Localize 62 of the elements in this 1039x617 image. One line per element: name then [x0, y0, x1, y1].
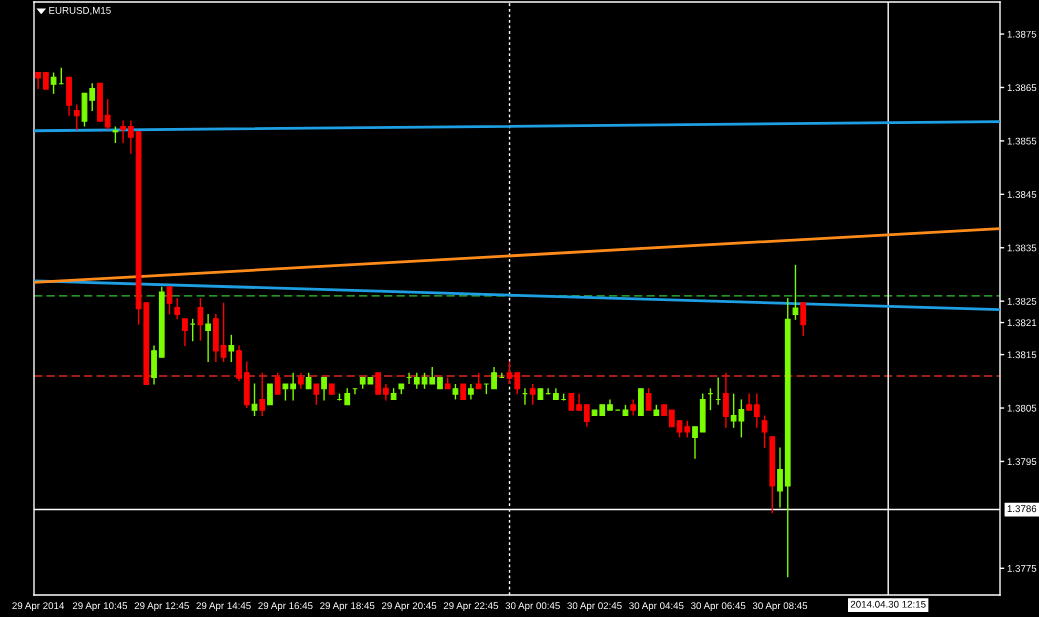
candlestick: [529, 383, 536, 406]
candlestick: [205, 313, 212, 363]
candlestick: [220, 302, 227, 363]
candlestick: [777, 446, 783, 509]
candlestick: [583, 404, 590, 428]
candlestick: [127, 119, 134, 155]
candlestick: [375, 372, 382, 395]
candlestick: [120, 119, 127, 144]
x-tick-label: 29 Apr 18:45: [320, 602, 375, 612]
x-tick-label: 30 Apr 00:45: [505, 602, 560, 612]
x-tick-label: 29 Apr 14:45: [196, 602, 251, 612]
x-tick-label: 30 Apr 08:45: [752, 602, 808, 612]
candlestick: [166, 286, 173, 316]
y-tick-label: 1.3865: [1007, 84, 1037, 92]
y-tick-label: 1.3805: [1007, 404, 1037, 412]
candlestick: [692, 426, 698, 460]
y-tick-label: 1.3835: [1007, 244, 1037, 252]
ref-line-label: 2014.04.30 12:15: [850, 600, 926, 608]
candlestick: [89, 82, 96, 112]
x-tick-label: 30 Apr 04:45: [629, 602, 684, 612]
candlestick: [228, 334, 235, 363]
candlestick: [259, 372, 266, 417]
candlestick: [182, 318, 188, 347]
y-tick-label: 1.3845: [1007, 191, 1037, 198]
candlestick: [723, 372, 729, 429]
y-tick-label: 1.3775: [1007, 565, 1037, 572]
candlestick: [274, 372, 281, 395]
y-tick-label: 1.3795: [1007, 458, 1037, 466]
candlestick: [290, 372, 297, 402]
x-tick-label: 30 Apr 02:45: [567, 602, 622, 612]
x-tick-label: 29 Apr 20:45: [381, 602, 437, 612]
y-tick-label: 1.3875: [1007, 30, 1037, 38]
x-tick-label: 30 Apr 06:45: [690, 602, 746, 612]
candlestick: [50, 71, 57, 95]
candlestick: [73, 103, 80, 131]
candlestick: [321, 376, 327, 402]
x-tick-label: 29 Apr 16:45: [258, 602, 313, 612]
candlestick: [189, 318, 196, 342]
candlestick: [174, 297, 181, 321]
candlestick: [800, 302, 807, 337]
x-tick-label: 29 Apr 10:45: [72, 602, 128, 612]
x-tick-label: 29 Apr 22:45: [443, 602, 499, 612]
candlestick: [197, 297, 204, 342]
candlestick: [645, 387, 652, 411]
chart-title: EURUSD,M15: [49, 7, 111, 16]
candlestick: [792, 264, 799, 321]
y-tick-label: 1.3821: [1007, 319, 1037, 327]
candlestick: [251, 382, 258, 417]
candlestick: [104, 98, 111, 131]
candlestick: [514, 372, 521, 395]
candlestick: [753, 392, 760, 429]
x-tick-label: 29 Apr 2014: [12, 602, 65, 612]
ref-line-label: 1.3786: [1007, 505, 1037, 513]
x-tick-label: 29 Apr 12:45: [134, 602, 189, 612]
candlestick: [267, 383, 273, 406]
candlestick: [506, 360, 513, 385]
candlestick: [761, 414, 768, 449]
candlestick: [491, 366, 497, 390]
y-tick-label: 1.3825: [1007, 297, 1037, 305]
y-tick-label: 1.3855: [1007, 137, 1037, 145]
candlestick: [313, 383, 320, 406]
y-tick-label: 1.3815: [1007, 351, 1037, 359]
